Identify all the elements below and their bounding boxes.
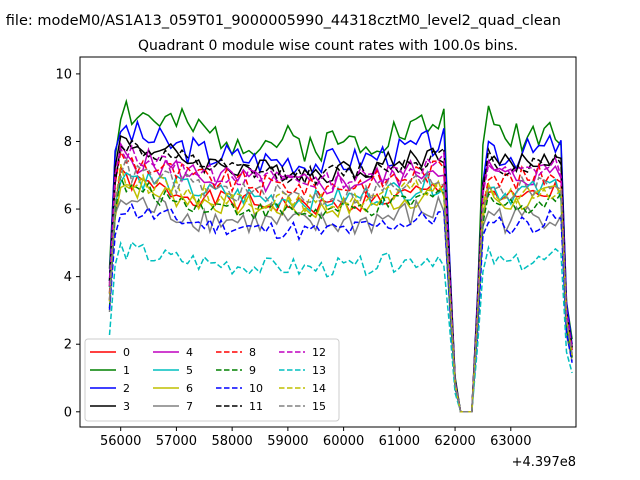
x-offset-label: +4.397e8	[512, 455, 576, 470]
legend-label-3: 3	[123, 400, 130, 413]
series-14-line	[108, 164, 573, 413]
legend-label-15: 15	[312, 400, 326, 413]
legend-label-11: 11	[249, 400, 263, 413]
x-axis: 56000 57000 58000 59000 60000 61000 62000 63000	[100, 427, 531, 449]
legend-label-10: 10	[249, 382, 263, 395]
figure-suptitle: n file: modeM0/AS1A13_059T01_9000005990_…	[0, 13, 561, 29]
legend-label-13: 13	[312, 364, 326, 377]
y-tick-label: 6	[64, 203, 72, 218]
x-tick-label: 60000	[323, 434, 364, 449]
legend-label-6: 6	[186, 382, 193, 395]
legend-label-4: 4	[186, 346, 193, 359]
x-tick-label: 62000	[434, 434, 475, 449]
y-tick-label: 10	[55, 67, 72, 82]
x-tick-label: 56000	[100, 434, 141, 449]
series-1-line	[108, 98, 573, 413]
series-3-line	[108, 135, 573, 413]
x-tick-label: 63000	[490, 434, 531, 449]
y-tick-label: 8	[64, 135, 72, 150]
series-13-line	[108, 240, 573, 413]
legend-label-0: 0	[123, 346, 130, 359]
y-axis: 0 2 4 6 8 10	[55, 67, 80, 420]
legend-label-7: 7	[186, 400, 193, 413]
x-tick-label: 58000	[211, 434, 252, 449]
plot-frame	[79, 56, 577, 428]
y-tick-label: 0	[64, 405, 72, 420]
legend-label-8: 8	[249, 346, 256, 359]
series-15-line	[108, 155, 573, 413]
x-tick-label: 57000	[156, 434, 197, 449]
series-4-line	[108, 141, 573, 413]
legend-box	[84, 338, 340, 422]
x-tick-label: 59000	[267, 434, 308, 449]
legend-label-9: 9	[249, 364, 256, 377]
series-7-line	[108, 194, 573, 413]
legend-label-12: 12	[312, 346, 326, 359]
y-tick-label: 2	[64, 338, 72, 353]
series-11-line	[108, 139, 573, 413]
legend-label-5: 5	[186, 364, 193, 377]
legend-label-1: 1	[123, 364, 130, 377]
series-0-line	[108, 166, 573, 413]
series-10-line	[108, 202, 573, 413]
legend-label-2: 2	[123, 382, 130, 395]
chart-title: Quadrant 0 module wise count rates with …	[138, 38, 518, 54]
series-8-line	[108, 149, 573, 413]
legend-label-14: 14	[312, 382, 326, 395]
series-layer	[108, 98, 573, 413]
x-tick-label: 61000	[379, 434, 420, 449]
y-tick-label: 4	[64, 270, 72, 285]
